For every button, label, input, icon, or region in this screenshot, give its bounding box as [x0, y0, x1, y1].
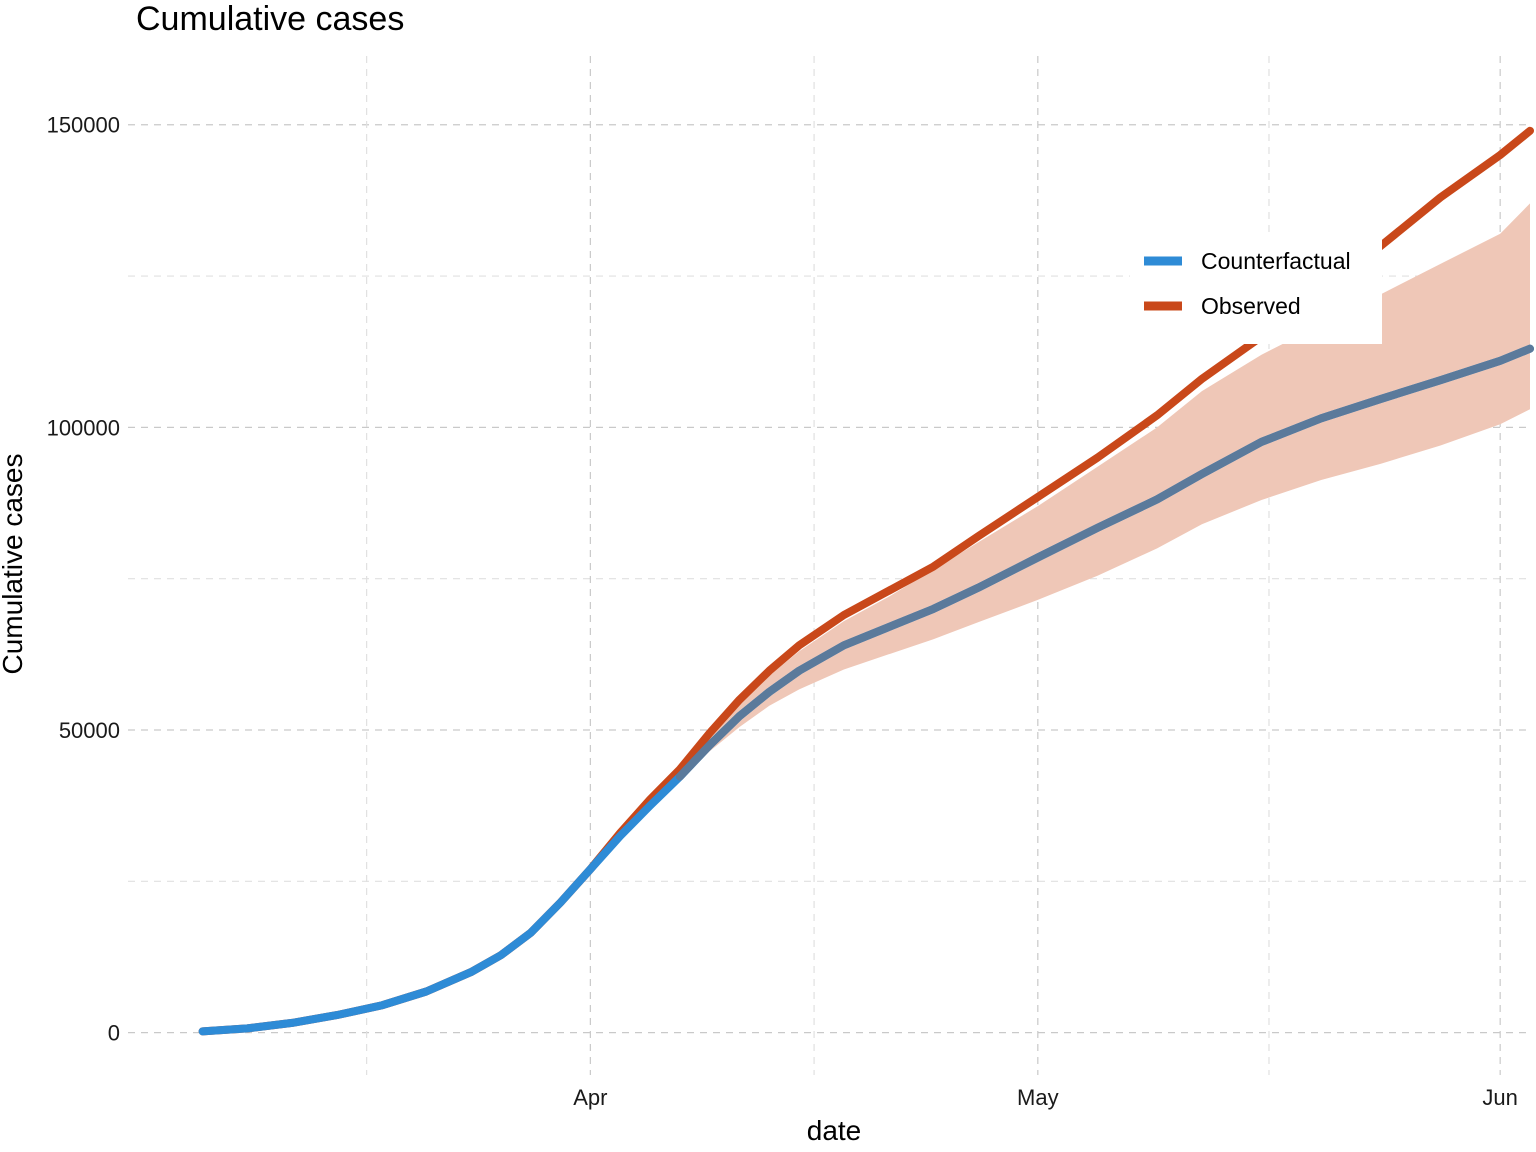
y-tick-label: 50000 — [59, 718, 120, 743]
y-tick-label: 100000 — [47, 415, 120, 440]
ribbon-area — [679, 203, 1530, 782]
grid — [128, 56, 1530, 1075]
ribbon-layer — [679, 203, 1530, 782]
x-tick-label: Apr — [573, 1085, 607, 1110]
x-axis-title: date — [807, 1115, 862, 1146]
series-line-counterfactual-overlap — [675, 344, 1534, 781]
legend-label-counterfactual: Counterfactual — [1201, 248, 1351, 274]
x-tick-label: May — [1017, 1085, 1059, 1110]
x-axis-ticks: Apr May Jun — [573, 1085, 1518, 1110]
legend-background — [1130, 234, 1382, 344]
legend: Counterfactual Observed — [1130, 234, 1382, 344]
y-tick-label: 0 — [108, 1021, 120, 1046]
y-tick-label: 150000 — [47, 113, 120, 138]
x-tick-label: Jun — [1482, 1085, 1517, 1110]
legend-label-observed: Observed — [1201, 293, 1301, 319]
y-axis-ticks: 0 50000 100000 150000 — [47, 113, 120, 1046]
y-axis-title: Cumulative cases — [0, 454, 28, 675]
chart-title: Cumulative cases — [136, 0, 404, 38]
